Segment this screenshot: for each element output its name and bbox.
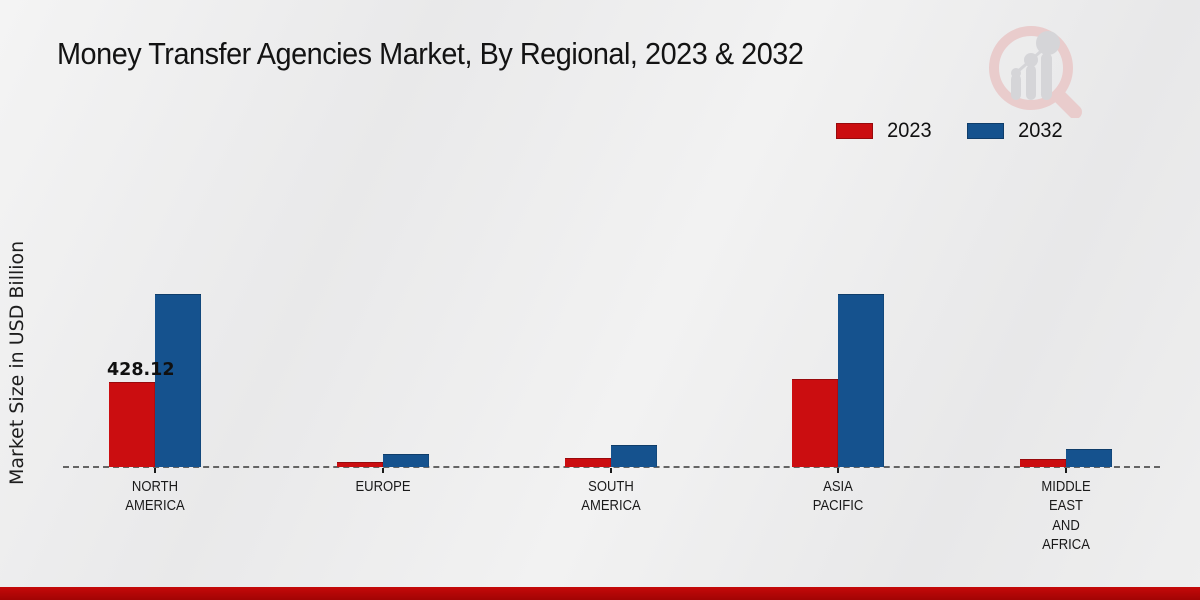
legend-label-2032: 2032 xyxy=(1017,119,1063,142)
legend-label-2023: 2023 xyxy=(887,119,932,142)
chart-title: Money Transfer Agencies Market, By Regio… xyxy=(57,36,804,71)
legend-swatch-2023 xyxy=(836,123,873,139)
x-axis-label-north-america: NORTH AMERICA xyxy=(125,479,185,515)
legend: 2023 2032 xyxy=(836,119,1063,143)
bar-2032-asia-pacific xyxy=(838,294,884,467)
x-axis-baseline xyxy=(63,466,1160,468)
x-axis-tick-north-america xyxy=(154,468,156,473)
bar-2023-north-america xyxy=(109,382,155,467)
bar-2032-south-america xyxy=(611,445,657,467)
bar-2023-europe xyxy=(337,462,383,467)
bar-2032-middle-east-and-africa xyxy=(1066,449,1112,467)
bar-2032-europe xyxy=(383,454,429,467)
x-axis-tick-asia-pacific xyxy=(837,468,839,473)
legend-item-2023: 2023 xyxy=(836,119,933,143)
x-axis-tick-europe xyxy=(382,468,384,473)
x-axis-label-south-america: SOUTH AMERICA xyxy=(581,479,641,515)
legend-item-2032: 2032 xyxy=(966,119,1064,143)
bar-2023-middle-east-and-africa xyxy=(1020,459,1066,467)
bar-value-label: 428.12 xyxy=(107,360,175,380)
bottom-brand-band xyxy=(0,587,1200,600)
bar-2023-south-america xyxy=(565,458,611,467)
bar-2023-asia-pacific xyxy=(792,379,838,467)
x-axis-tick-south-america xyxy=(610,468,612,473)
x-axis-label-middle-east-and-africa: MIDDLE EAST AND AFRICA xyxy=(1041,479,1091,554)
legend-swatch-2032 xyxy=(966,123,1004,139)
x-axis-label-europe: EUROPE xyxy=(355,479,411,495)
bar-2032-north-america xyxy=(155,294,201,467)
x-axis-tick-middle-east-and-africa xyxy=(1065,468,1067,473)
magnifier-bar-chart-logo-icon xyxy=(989,26,1082,118)
x-axis-label-asia-pacific: ASIA PACIFIC xyxy=(812,479,864,515)
